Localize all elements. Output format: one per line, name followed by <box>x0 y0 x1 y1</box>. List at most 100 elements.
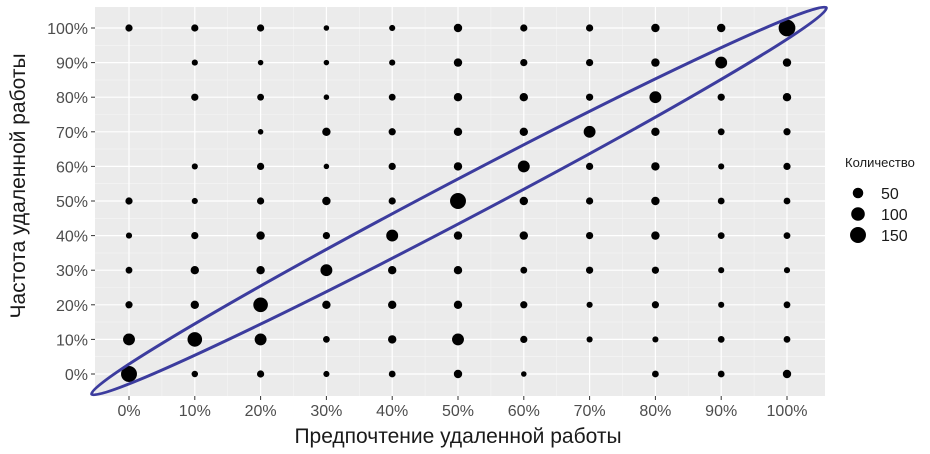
data-point <box>585 162 594 171</box>
data-point <box>452 333 464 346</box>
y-tick-label: 10% <box>56 332 88 349</box>
legend-keys: 50 100 150 <box>850 186 908 245</box>
data-point <box>583 125 596 138</box>
data-point <box>257 129 264 135</box>
data-point <box>386 229 399 242</box>
legend-title: Количество <box>845 155 915 170</box>
data-point <box>649 91 662 104</box>
data-points <box>121 19 796 382</box>
data-point <box>322 127 331 136</box>
data-point <box>254 333 267 346</box>
data-point <box>191 231 199 240</box>
data-point <box>256 231 265 240</box>
data-point <box>389 24 396 32</box>
data-point <box>782 369 792 379</box>
data-point <box>388 162 396 171</box>
y-tick-label: 0% <box>65 367 88 384</box>
data-point <box>453 23 463 33</box>
data-point <box>651 301 660 309</box>
data-point <box>586 301 593 308</box>
data-point <box>651 370 659 378</box>
data-point <box>520 301 528 309</box>
data-point <box>718 301 725 308</box>
data-point <box>453 93 463 102</box>
data-point <box>517 160 530 173</box>
x-tick-label: 20% <box>245 403 277 420</box>
data-point <box>717 370 725 378</box>
x-tick-label: 0% <box>117 403 140 420</box>
x-tick-label: 90% <box>705 403 737 420</box>
data-point <box>191 93 199 101</box>
y-tick-label: 100% <box>47 21 88 38</box>
data-point <box>388 370 396 378</box>
data-point <box>715 56 728 69</box>
data-point <box>388 93 396 101</box>
data-point <box>783 267 791 274</box>
data-point <box>257 93 265 101</box>
data-point <box>651 266 660 274</box>
data-point <box>585 24 594 32</box>
data-point <box>256 197 265 205</box>
legend-key <box>852 187 864 199</box>
y-tick-label: 20% <box>56 298 88 315</box>
data-point <box>521 371 527 377</box>
y-tick-label: 40% <box>56 229 88 246</box>
data-point <box>191 163 198 170</box>
data-point <box>323 94 330 100</box>
x-tick-label: 10% <box>179 403 211 420</box>
data-point <box>256 266 265 275</box>
data-point <box>191 370 199 378</box>
y-tick-label: 30% <box>56 263 88 280</box>
x-tick-label: 70% <box>574 403 606 420</box>
legend: Количество 50 100 150 <box>845 155 915 245</box>
data-point <box>651 231 660 240</box>
data-point <box>322 231 331 240</box>
data-point <box>519 196 528 206</box>
data-point <box>585 197 594 205</box>
data-point <box>519 93 528 102</box>
data-point <box>388 266 397 275</box>
data-point <box>190 300 199 309</box>
legend-key <box>850 227 866 243</box>
data-point <box>519 127 528 136</box>
x-tick-label: 80% <box>639 403 671 420</box>
data-point <box>782 93 792 102</box>
data-point <box>323 163 330 170</box>
data-point <box>717 128 725 136</box>
data-point <box>323 25 330 31</box>
y-axis-title: Частота удаленной работы <box>7 53 30 318</box>
y-axis-ticks: 0% 10% 20% 30% 40% 50% 60% 70% 80% 90% 100% <box>47 21 95 384</box>
x-tick-label: 100% <box>767 403 808 420</box>
y-tick-label: 60% <box>56 159 88 176</box>
data-point <box>717 197 725 205</box>
data-point <box>783 197 791 205</box>
data-point <box>389 59 396 66</box>
data-point <box>651 23 660 33</box>
data-point <box>125 232 133 239</box>
data-point <box>651 196 660 206</box>
data-point <box>783 162 791 171</box>
data-point <box>256 370 265 378</box>
data-point <box>450 193 466 209</box>
data-point <box>453 369 463 379</box>
data-point <box>520 24 528 32</box>
data-point <box>453 300 463 309</box>
data-point <box>125 301 133 309</box>
data-point <box>256 162 265 171</box>
data-point <box>453 58 463 67</box>
data-point <box>257 59 264 66</box>
data-point <box>717 93 725 101</box>
data-point <box>520 266 528 274</box>
data-point <box>121 366 137 382</box>
data-point <box>191 197 198 205</box>
data-point <box>187 332 203 347</box>
data-point <box>453 231 463 240</box>
data-point <box>388 335 397 344</box>
data-point <box>520 335 528 344</box>
data-point <box>190 266 199 275</box>
data-point <box>651 58 660 67</box>
x-tick-label: 30% <box>310 403 342 420</box>
data-point <box>388 197 396 205</box>
data-point <box>717 23 726 33</box>
